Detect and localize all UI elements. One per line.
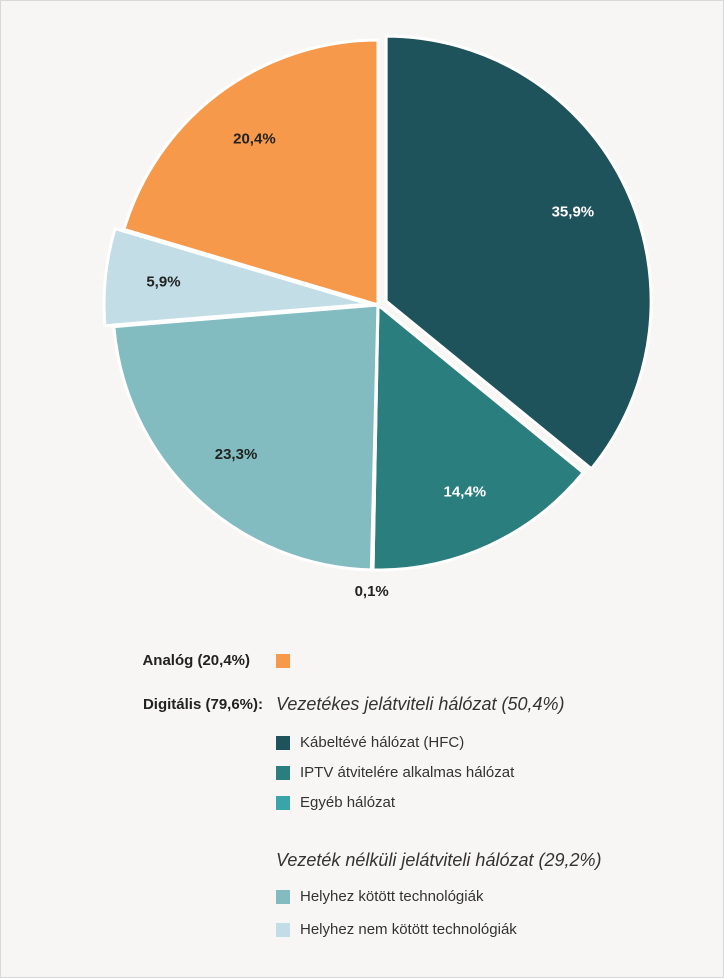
legend-swatch	[276, 923, 290, 937]
legend-swatch	[276, 796, 290, 810]
slice-label: 20,4%	[233, 130, 276, 147]
legend-label: Egyéb hálózat	[300, 794, 396, 811]
legend-label: Helyhez kötött technológiák	[300, 888, 484, 905]
legend-swatch	[276, 736, 290, 750]
slice-label: 23,3%	[215, 446, 258, 463]
digital-label: Digitális (79,6%):	[143, 696, 263, 713]
legend-label: Analóg (20,4%)	[142, 652, 250, 669]
pie-slice	[102, 226, 370, 328]
legend-label: Helyhez nem kötött technológiák	[300, 921, 517, 938]
legend-label: Kábeltévé hálózat (HFC)	[300, 734, 464, 751]
pie-slice	[384, 34, 653, 471]
legend-swatch	[276, 766, 290, 780]
wireless-title: Vezeték nélküli jelátviteli hálózat (29,…	[276, 850, 602, 870]
legend-label: IPTV átvitelére alkalmas hálózat	[300, 764, 515, 781]
slice-label: 0,1%	[355, 583, 389, 600]
slice-label: 14,4%	[444, 484, 487, 501]
pie-slice	[112, 303, 380, 572]
pie-slice	[371, 301, 586, 572]
legend-swatch	[276, 890, 290, 904]
pie-slice	[122, 38, 380, 308]
wired-title: Vezetékes jelátviteli hálózat (50,4%)	[276, 694, 564, 714]
slice-label: 5,9%	[146, 274, 180, 291]
slice-label: 35,9%	[552, 204, 595, 221]
legend-swatch	[276, 654, 290, 668]
